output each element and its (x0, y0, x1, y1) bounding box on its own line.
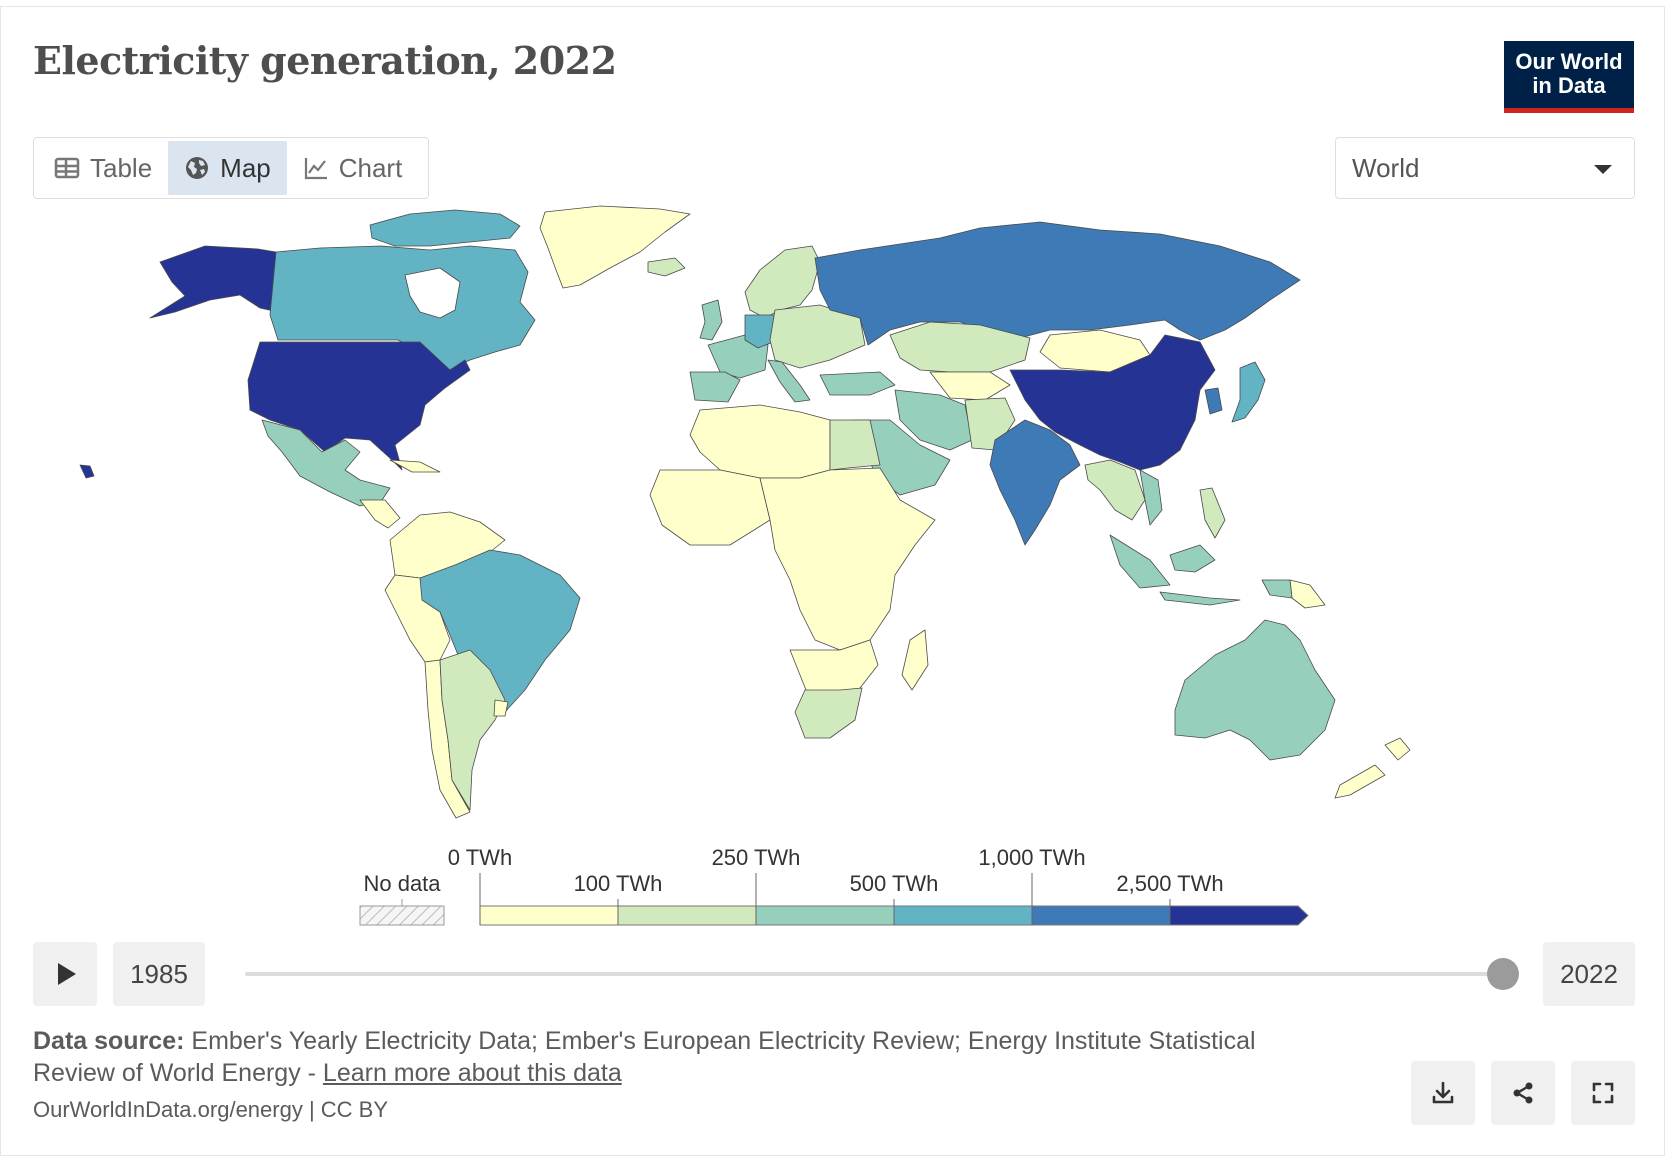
world-map (79, 205, 1411, 819)
legend-label: 1,000 TWh (978, 845, 1085, 870)
chart-frame (0, 6, 1665, 1156)
country-canada[interactable] (269, 245, 536, 373)
country-iceland[interactable] (647, 257, 686, 277)
country-greenland[interactable] (539, 205, 691, 289)
data-source: Data source: Ember's Yearly Electricity … (33, 1025, 1323, 1089)
data-source-text: Ember's Yearly Electricity Data; Ember's… (33, 1027, 1256, 1087)
legend-label: 500 TWh (850, 871, 939, 896)
country-argentina[interactable] (439, 649, 506, 811)
country-kazakhstan[interactable] (889, 321, 1031, 373)
legend-label: 2,500 TWh (1116, 871, 1223, 896)
country-indonesia-east[interactable] (1169, 544, 1216, 573)
country-hawaii[interactable] (79, 464, 95, 479)
line-chart-icon (304, 158, 327, 180)
play-button[interactable] (33, 942, 97, 1006)
fullscreen-icon (1592, 1082, 1614, 1104)
country-vietnam[interactable] (1139, 469, 1163, 526)
tab-chart[interactable]: Chart (287, 141, 419, 195)
chart-title: Electricity generation, 2022 (33, 38, 617, 83)
country-russia[interactable] (814, 221, 1301, 346)
country-philippines[interactable] (1199, 487, 1226, 539)
legend-swatch[interactable] (617, 905, 757, 926)
legend-swatch[interactable] (1169, 905, 1309, 926)
region-select[interactable]: World (1335, 137, 1635, 199)
hudson-bay (404, 267, 461, 319)
legend-no-data-label: No data (363, 871, 441, 896)
country-brazil[interactable] (419, 549, 581, 713)
country-central-asia[interactable] (929, 371, 1011, 401)
tab-map-label: Map (220, 152, 271, 183)
country-spain[interactable] (689, 371, 741, 403)
legend-no-data-swatch (359, 905, 445, 926)
map-legend: No data 0 TWh 100 TWh 250 TWh 500 TWh 1,000 … (359, 845, 1309, 926)
logo-line-1: Our World (1515, 49, 1623, 74)
fullscreen-button[interactable] (1571, 1061, 1635, 1125)
globe-icon (186, 157, 209, 179)
play-icon (58, 963, 76, 985)
timeline-track[interactable] (245, 972, 1503, 976)
learn-more-link[interactable]: Learn more about this data (322, 1059, 622, 1087)
legend-label: 0 TWh (448, 845, 512, 870)
legend-label: 100 TWh (574, 871, 663, 896)
country-new-zealand-south[interactable] (1334, 764, 1386, 799)
country-turkey[interactable] (819, 371, 896, 396)
country-south-africa[interactable] (794, 687, 863, 739)
country-alaska[interactable] (149, 245, 279, 319)
credit-line: OurWorldInData.org/energy | CC BY (33, 1097, 389, 1122)
download-button[interactable] (1411, 1061, 1475, 1125)
country-new-guinea-west[interactable] (1261, 579, 1293, 599)
country-papua-new-guinea[interactable] (1289, 579, 1326, 609)
data-source-label: Data source: (33, 1027, 185, 1055)
table-icon (54, 157, 80, 179)
country-usa[interactable] (247, 341, 471, 471)
view-tabs: Table Map Chart (33, 137, 429, 199)
legend-swatch[interactable] (755, 905, 895, 926)
legend-label: 250 TWh (712, 845, 801, 870)
download-icon (1432, 1081, 1454, 1104)
owid-logo[interactable]: Our World in Data (1504, 41, 1634, 113)
tab-table-label: Table (90, 152, 153, 183)
country-india[interactable] (989, 419, 1081, 546)
timeline-start-year[interactable]: 1985 (113, 942, 205, 1006)
country-indonesia-java[interactable] (1159, 591, 1241, 606)
country-madagascar[interactable] (901, 629, 929, 691)
timeline-handle[interactable] (1487, 958, 1519, 990)
chevron-down-icon (1594, 165, 1612, 174)
country-north-africa[interactable] (689, 404, 831, 479)
country-central-east-africa[interactable] (759, 467, 936, 651)
country-uk[interactable] (699, 299, 723, 341)
share-button[interactable] (1491, 1061, 1555, 1125)
region-select-value: World (1352, 152, 1420, 183)
logo-accent-bar (1504, 108, 1634, 113)
tab-chart-label: Chart (338, 152, 403, 183)
country-west-africa[interactable] (649, 469, 771, 546)
share-icon (1513, 1082, 1533, 1104)
country-southeast-asia[interactable] (1084, 459, 1146, 521)
country-new-zealand[interactable] (1384, 737, 1411, 761)
timeline-end-year[interactable]: 2022 (1543, 942, 1635, 1006)
country-uruguay[interactable] (493, 699, 509, 717)
tab-table[interactable]: Table (38, 141, 168, 195)
country-egypt[interactable] (829, 419, 881, 471)
legend-swatch[interactable] (893, 905, 1033, 926)
country-korea[interactable] (1204, 387, 1223, 415)
country-mexico[interactable] (261, 419, 391, 507)
country-australia[interactable] (1174, 619, 1336, 761)
legend-bins: 0 TWh 100 TWh 250 TWh 500 TWh 1,000 TWh 2,500… (448, 845, 1309, 926)
tab-map[interactable]: Map (168, 141, 287, 195)
legend-swatch[interactable] (1031, 905, 1171, 926)
logo-line-2: in Data (1532, 73, 1606, 98)
legend-swatch[interactable] (479, 905, 619, 926)
country-canada-islands[interactable] (369, 209, 521, 247)
country-iran[interactable] (894, 389, 973, 451)
country-indonesia[interactable] (1109, 534, 1171, 589)
country-china[interactable] (1009, 334, 1216, 471)
country-japan[interactable] (1231, 361, 1266, 423)
country-italy[interactable] (767, 359, 811, 403)
country-central-america[interactable] (359, 499, 401, 529)
country-cuba[interactable] (389, 459, 441, 473)
